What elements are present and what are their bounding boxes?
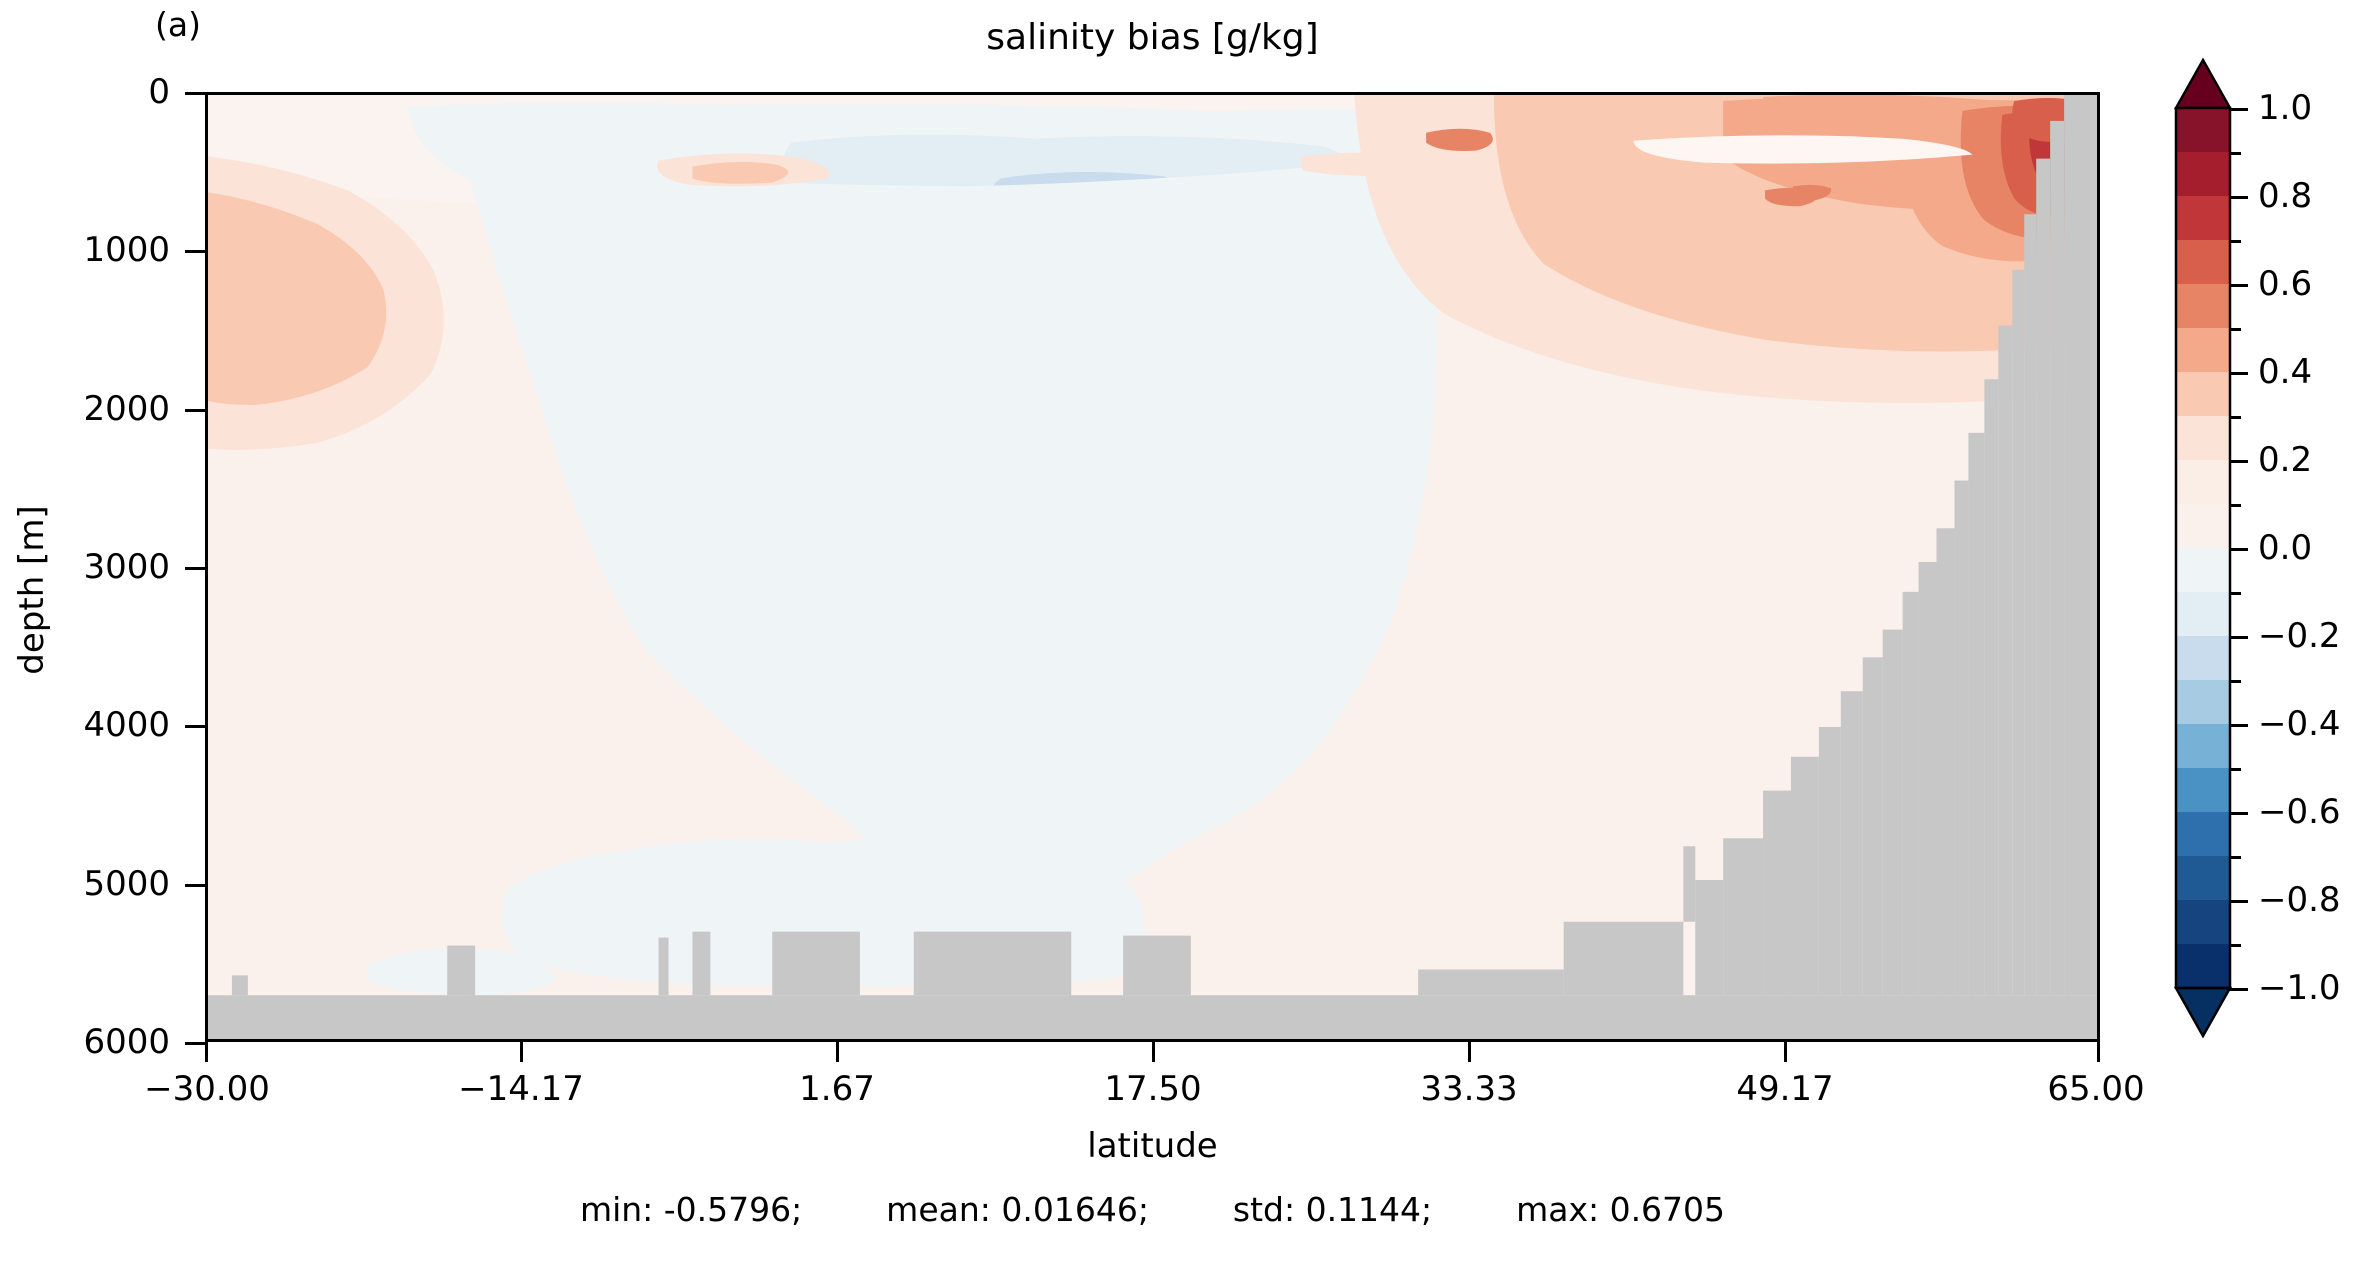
x-tick-mark bbox=[1468, 1042, 1471, 1062]
x-tick-mark bbox=[836, 1042, 839, 1062]
colorbar-minor-tick bbox=[2230, 944, 2241, 947]
colorbar-tick bbox=[2230, 812, 2248, 815]
colorbar-minor-tick bbox=[2230, 152, 2241, 155]
panel-label: (a) bbox=[155, 5, 201, 44]
x-tick-mark bbox=[2097, 1042, 2100, 1062]
main-axes bbox=[205, 92, 2100, 1042]
x-tick-label: −14.17 bbox=[458, 1069, 584, 1109]
colorbar-extend-max-icon bbox=[2173, 57, 2233, 110]
colorbar-extend-min-icon bbox=[2173, 986, 2233, 1039]
x-tick-mark bbox=[205, 1042, 208, 1062]
colorbar-tick-label: −0.4 bbox=[2258, 704, 2341, 744]
y-tick-label: 0 bbox=[148, 72, 170, 112]
colorbar-tick bbox=[2230, 284, 2248, 287]
colorbar-tick-label: 0.6 bbox=[2258, 264, 2313, 304]
colorbar-tick bbox=[2230, 724, 2248, 727]
plot-title: salinity bias [g/kg] bbox=[986, 17, 1319, 58]
y-tick-mark bbox=[185, 409, 205, 412]
y-tick-label: 3000 bbox=[83, 547, 170, 587]
y-tick-label: 6000 bbox=[83, 1022, 170, 1062]
colorbar-tick bbox=[2230, 372, 2248, 375]
colorbar-tick-label: 0.0 bbox=[2258, 528, 2313, 568]
colorbar-minor-tick bbox=[2230, 328, 2241, 331]
x-tick-mark bbox=[1152, 1042, 1155, 1062]
colorbar-minor-tick bbox=[2230, 240, 2241, 243]
colorbar-gradient bbox=[2173, 57, 2233, 1039]
colorbar bbox=[2173, 57, 2233, 1039]
y-tick-label: 4000 bbox=[83, 705, 170, 745]
y-axis-label: depth [m] bbox=[12, 505, 52, 675]
x-tick-label: 17.50 bbox=[1104, 1069, 1202, 1109]
y-tick-mark bbox=[185, 1042, 205, 1045]
colorbar-tick-label: −1.0 bbox=[2258, 968, 2341, 1008]
colorbar-tick bbox=[2230, 108, 2248, 111]
y-tick-label: 1000 bbox=[83, 230, 170, 270]
colorbar-minor-tick bbox=[2230, 416, 2241, 419]
y-tick-label: 2000 bbox=[83, 389, 170, 429]
colorbar-tick bbox=[2230, 196, 2248, 199]
y-tick-mark bbox=[185, 567, 205, 570]
colorbar-minor-tick bbox=[2230, 592, 2241, 595]
x-tick-mark bbox=[1784, 1042, 1787, 1062]
colorbar-minor-tick bbox=[2230, 504, 2241, 507]
y-tick-mark bbox=[185, 250, 205, 253]
colorbar-tick-label: −0.8 bbox=[2258, 880, 2341, 920]
colorbar-tick bbox=[2230, 988, 2248, 991]
contour-field bbox=[208, 95, 2097, 1039]
colorbar-tick-label: 1.0 bbox=[2258, 88, 2313, 128]
salinity-bias-field bbox=[208, 95, 2097, 1039]
bathymetry-mask bbox=[208, 95, 2097, 1039]
colorbar-tick-label: −0.2 bbox=[2258, 616, 2341, 656]
colorbar-tick-label: 0.4 bbox=[2258, 352, 2313, 392]
y-tick-mark bbox=[185, 92, 205, 95]
y-tick-label: 5000 bbox=[83, 864, 170, 904]
y-tick-mark bbox=[185, 725, 205, 728]
colorbar-minor-tick bbox=[2230, 680, 2241, 683]
colorbar-tick bbox=[2230, 548, 2248, 551]
colorbar-tick bbox=[2230, 636, 2248, 639]
x-axis-label: latitude bbox=[1087, 1126, 1218, 1166]
y-tick-mark bbox=[185, 884, 205, 887]
colorbar-tick bbox=[2230, 460, 2248, 463]
colorbar-minor-tick bbox=[2230, 856, 2241, 859]
statistics-line: min: -0.5796; mean: 0.01646; std: 0.1144… bbox=[579, 1190, 1726, 1229]
colorbar-tick-label: 0.8 bbox=[2258, 176, 2313, 216]
colorbar-tick-label: 0.2 bbox=[2258, 440, 2313, 480]
x-tick-label: −30.00 bbox=[144, 1069, 270, 1109]
colorbar-tick-label: −0.6 bbox=[2258, 792, 2341, 832]
colorbar-tick bbox=[2230, 900, 2248, 903]
x-tick-mark bbox=[520, 1042, 523, 1062]
x-tick-label: 49.17 bbox=[1736, 1069, 1834, 1109]
x-tick-label: 65.00 bbox=[2047, 1069, 2145, 1109]
colorbar-minor-tick bbox=[2230, 768, 2241, 771]
x-tick-label: 1.67 bbox=[799, 1069, 875, 1109]
x-tick-label: 33.33 bbox=[1420, 1069, 1518, 1109]
